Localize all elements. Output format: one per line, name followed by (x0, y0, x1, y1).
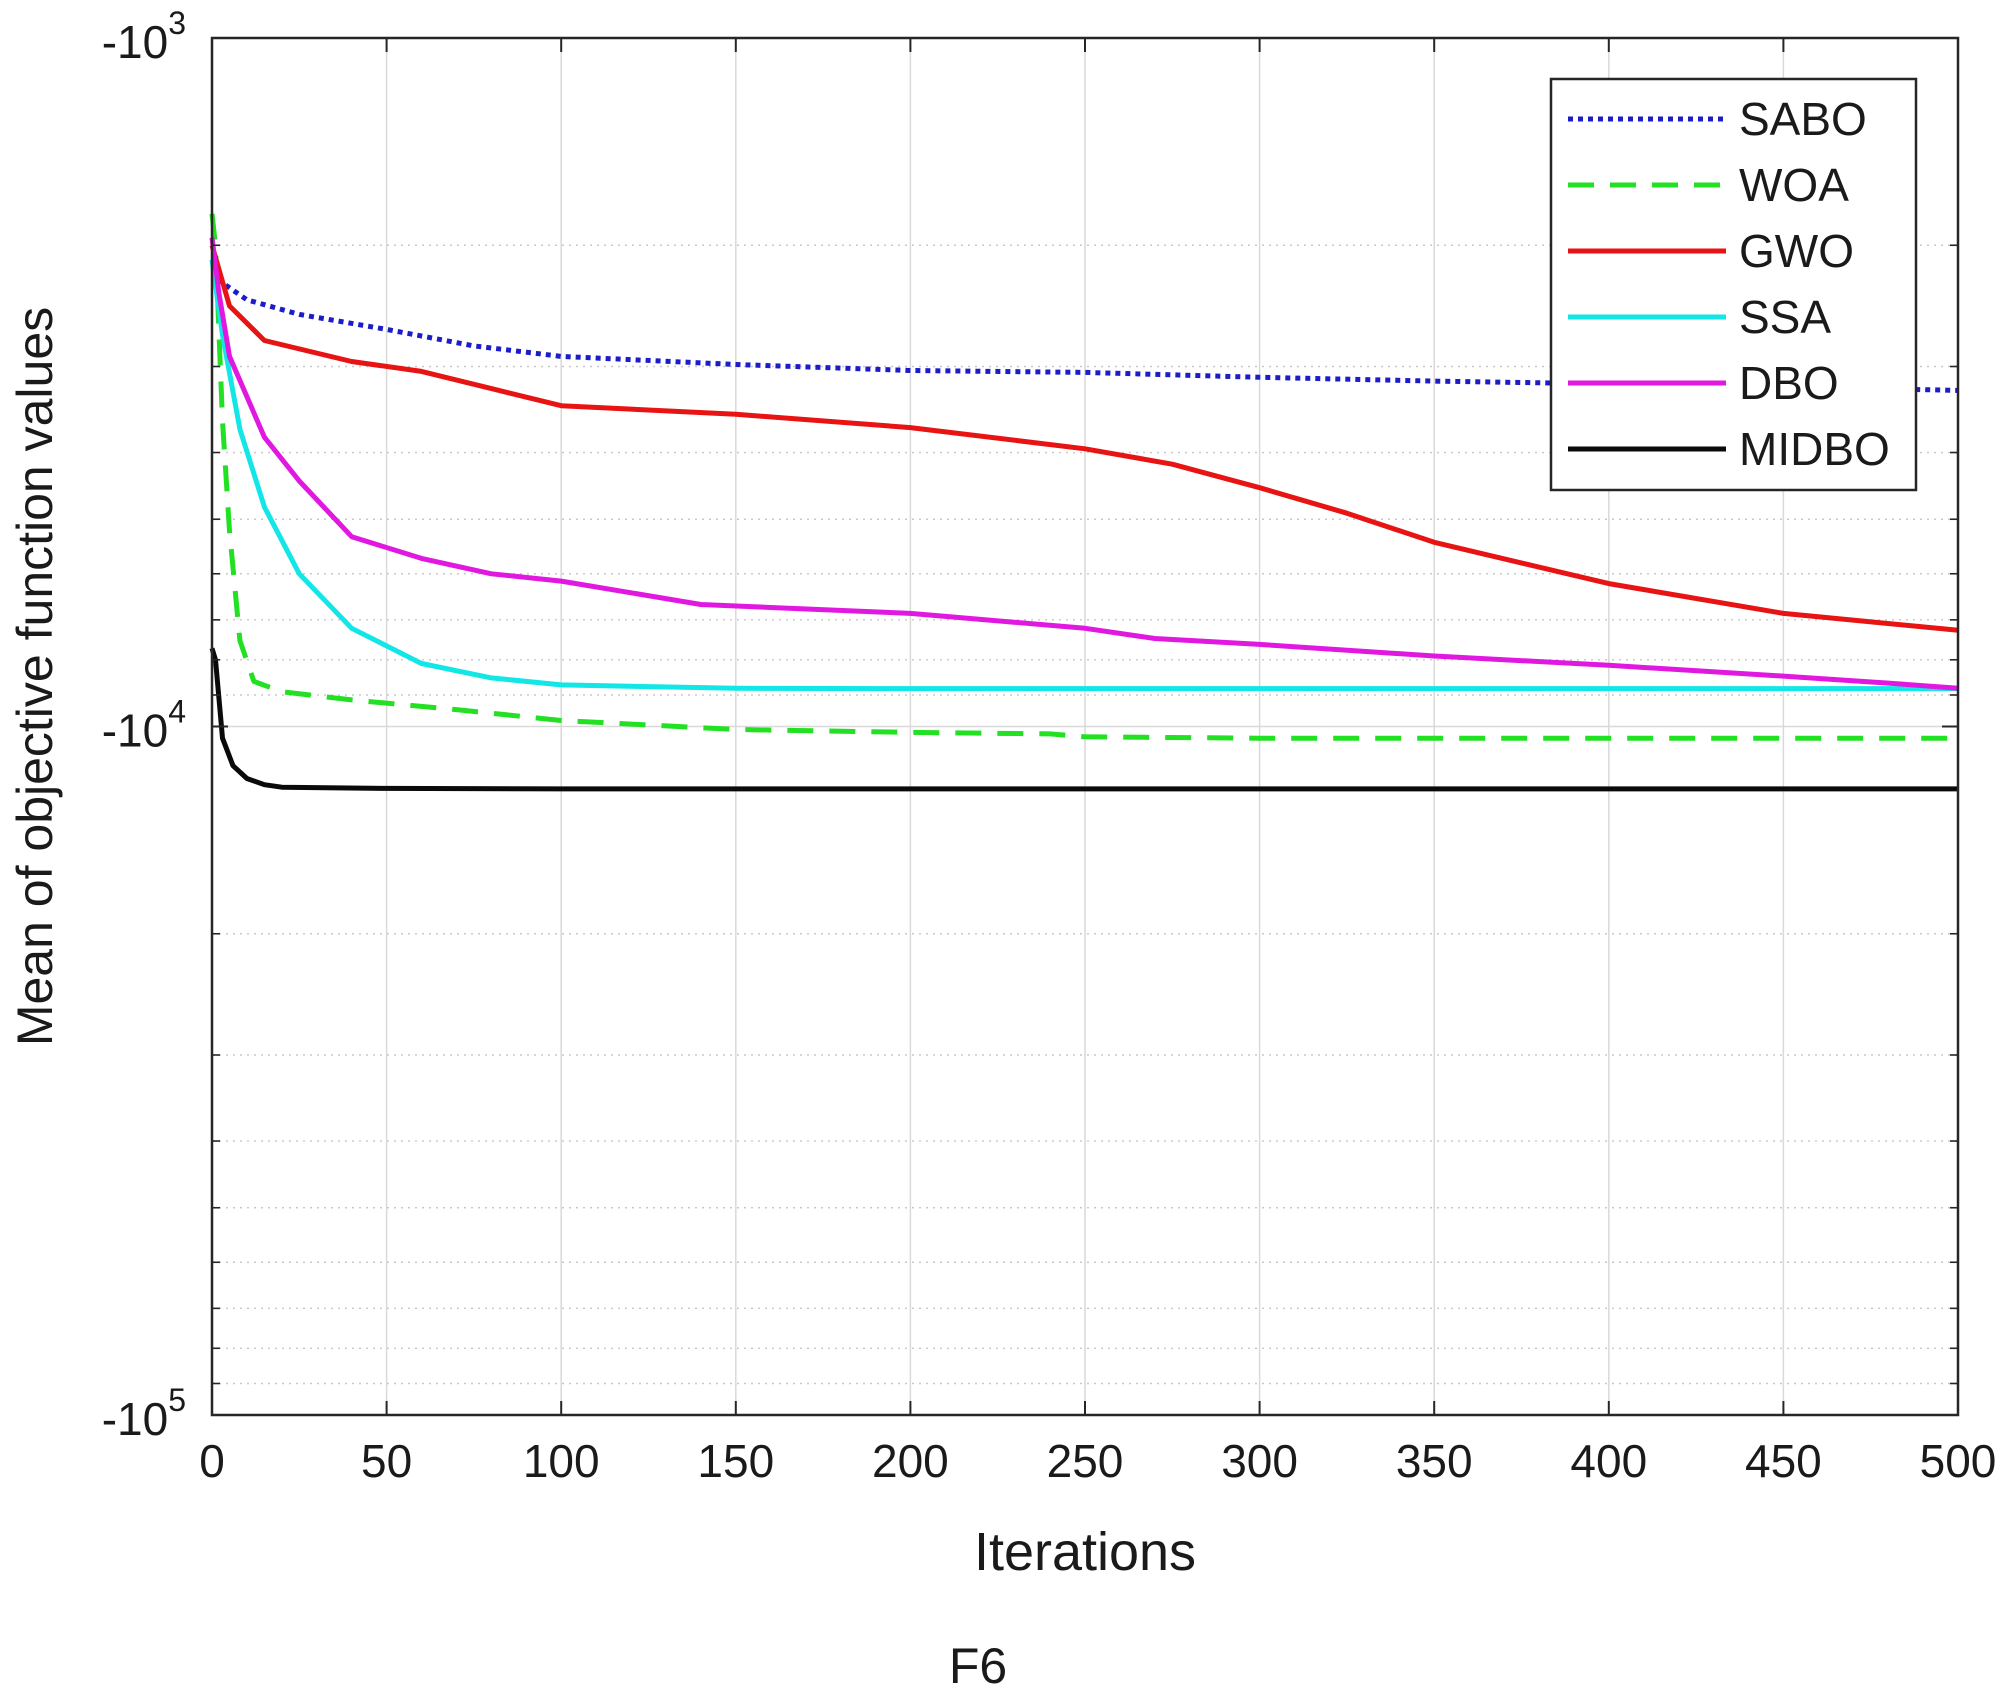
x-tick-label: 250 (1047, 1435, 1124, 1487)
legend-label-ssa: SSA (1739, 291, 1831, 343)
legend-label-woa: WOA (1739, 159, 1849, 211)
x-tick-label: 400 (1570, 1435, 1647, 1487)
x-tick-label: 500 (1920, 1435, 1997, 1487)
x-tick-label: 100 (523, 1435, 600, 1487)
figure-caption: F6 (949, 1638, 1007, 1685)
legend-label-sabo: SABO (1739, 93, 1867, 145)
legend-label-midbo: MIDBO (1739, 423, 1890, 475)
x-tick-label: 300 (1221, 1435, 1298, 1487)
y-tick-label-exponent: 4 (168, 694, 186, 730)
x-tick-label: 50 (361, 1435, 412, 1487)
y-tick-label-exponent: 5 (168, 1382, 186, 1418)
x-axis-ticks: 0 50 100 150 200 250 300 350 400 450 500 (199, 38, 1996, 1487)
x-axis-label: Iterations (974, 1522, 1196, 1582)
series-line-midbo (209, 647, 1958, 792)
series-lines (209, 213, 1959, 792)
series-line-gwo (209, 244, 1959, 633)
y-tick-label: -103 (102, 5, 186, 68)
legend: SABO WOA GWO SSA DBO MIDBO (1549, 77, 1918, 492)
y-tick-label-base: -10 (102, 16, 168, 68)
series-line-dbo (209, 237, 1959, 691)
y-axis-label: Mean of objective function values (7, 307, 63, 1046)
legend-label-gwo: GWO (1739, 225, 1854, 277)
y-tick-label-base: -10 (102, 705, 168, 757)
y-tick-label: -105 (102, 1382, 186, 1445)
series-line-woa (209, 213, 1958, 741)
x-tick-label: 350 (1396, 1435, 1473, 1487)
x-tick-label: 200 (872, 1435, 949, 1487)
legend-box (1549, 77, 1918, 492)
y-tick-label-exponent: 3 (168, 5, 186, 41)
x-tick-label: 450 (1745, 1435, 1822, 1487)
legend-label-dbo: DBO (1739, 357, 1839, 409)
y-tick-label: -104 (102, 694, 186, 757)
y-axis-ticks: -103-104-105 (102, 5, 1958, 1445)
series-line-sabo (209, 258, 1959, 393)
x-tick-label: 0 (199, 1435, 225, 1487)
y-tick-label-base: -10 (102, 1393, 168, 1445)
x-tick-label: 150 (697, 1435, 774, 1487)
series-line-ssa (209, 259, 1958, 692)
